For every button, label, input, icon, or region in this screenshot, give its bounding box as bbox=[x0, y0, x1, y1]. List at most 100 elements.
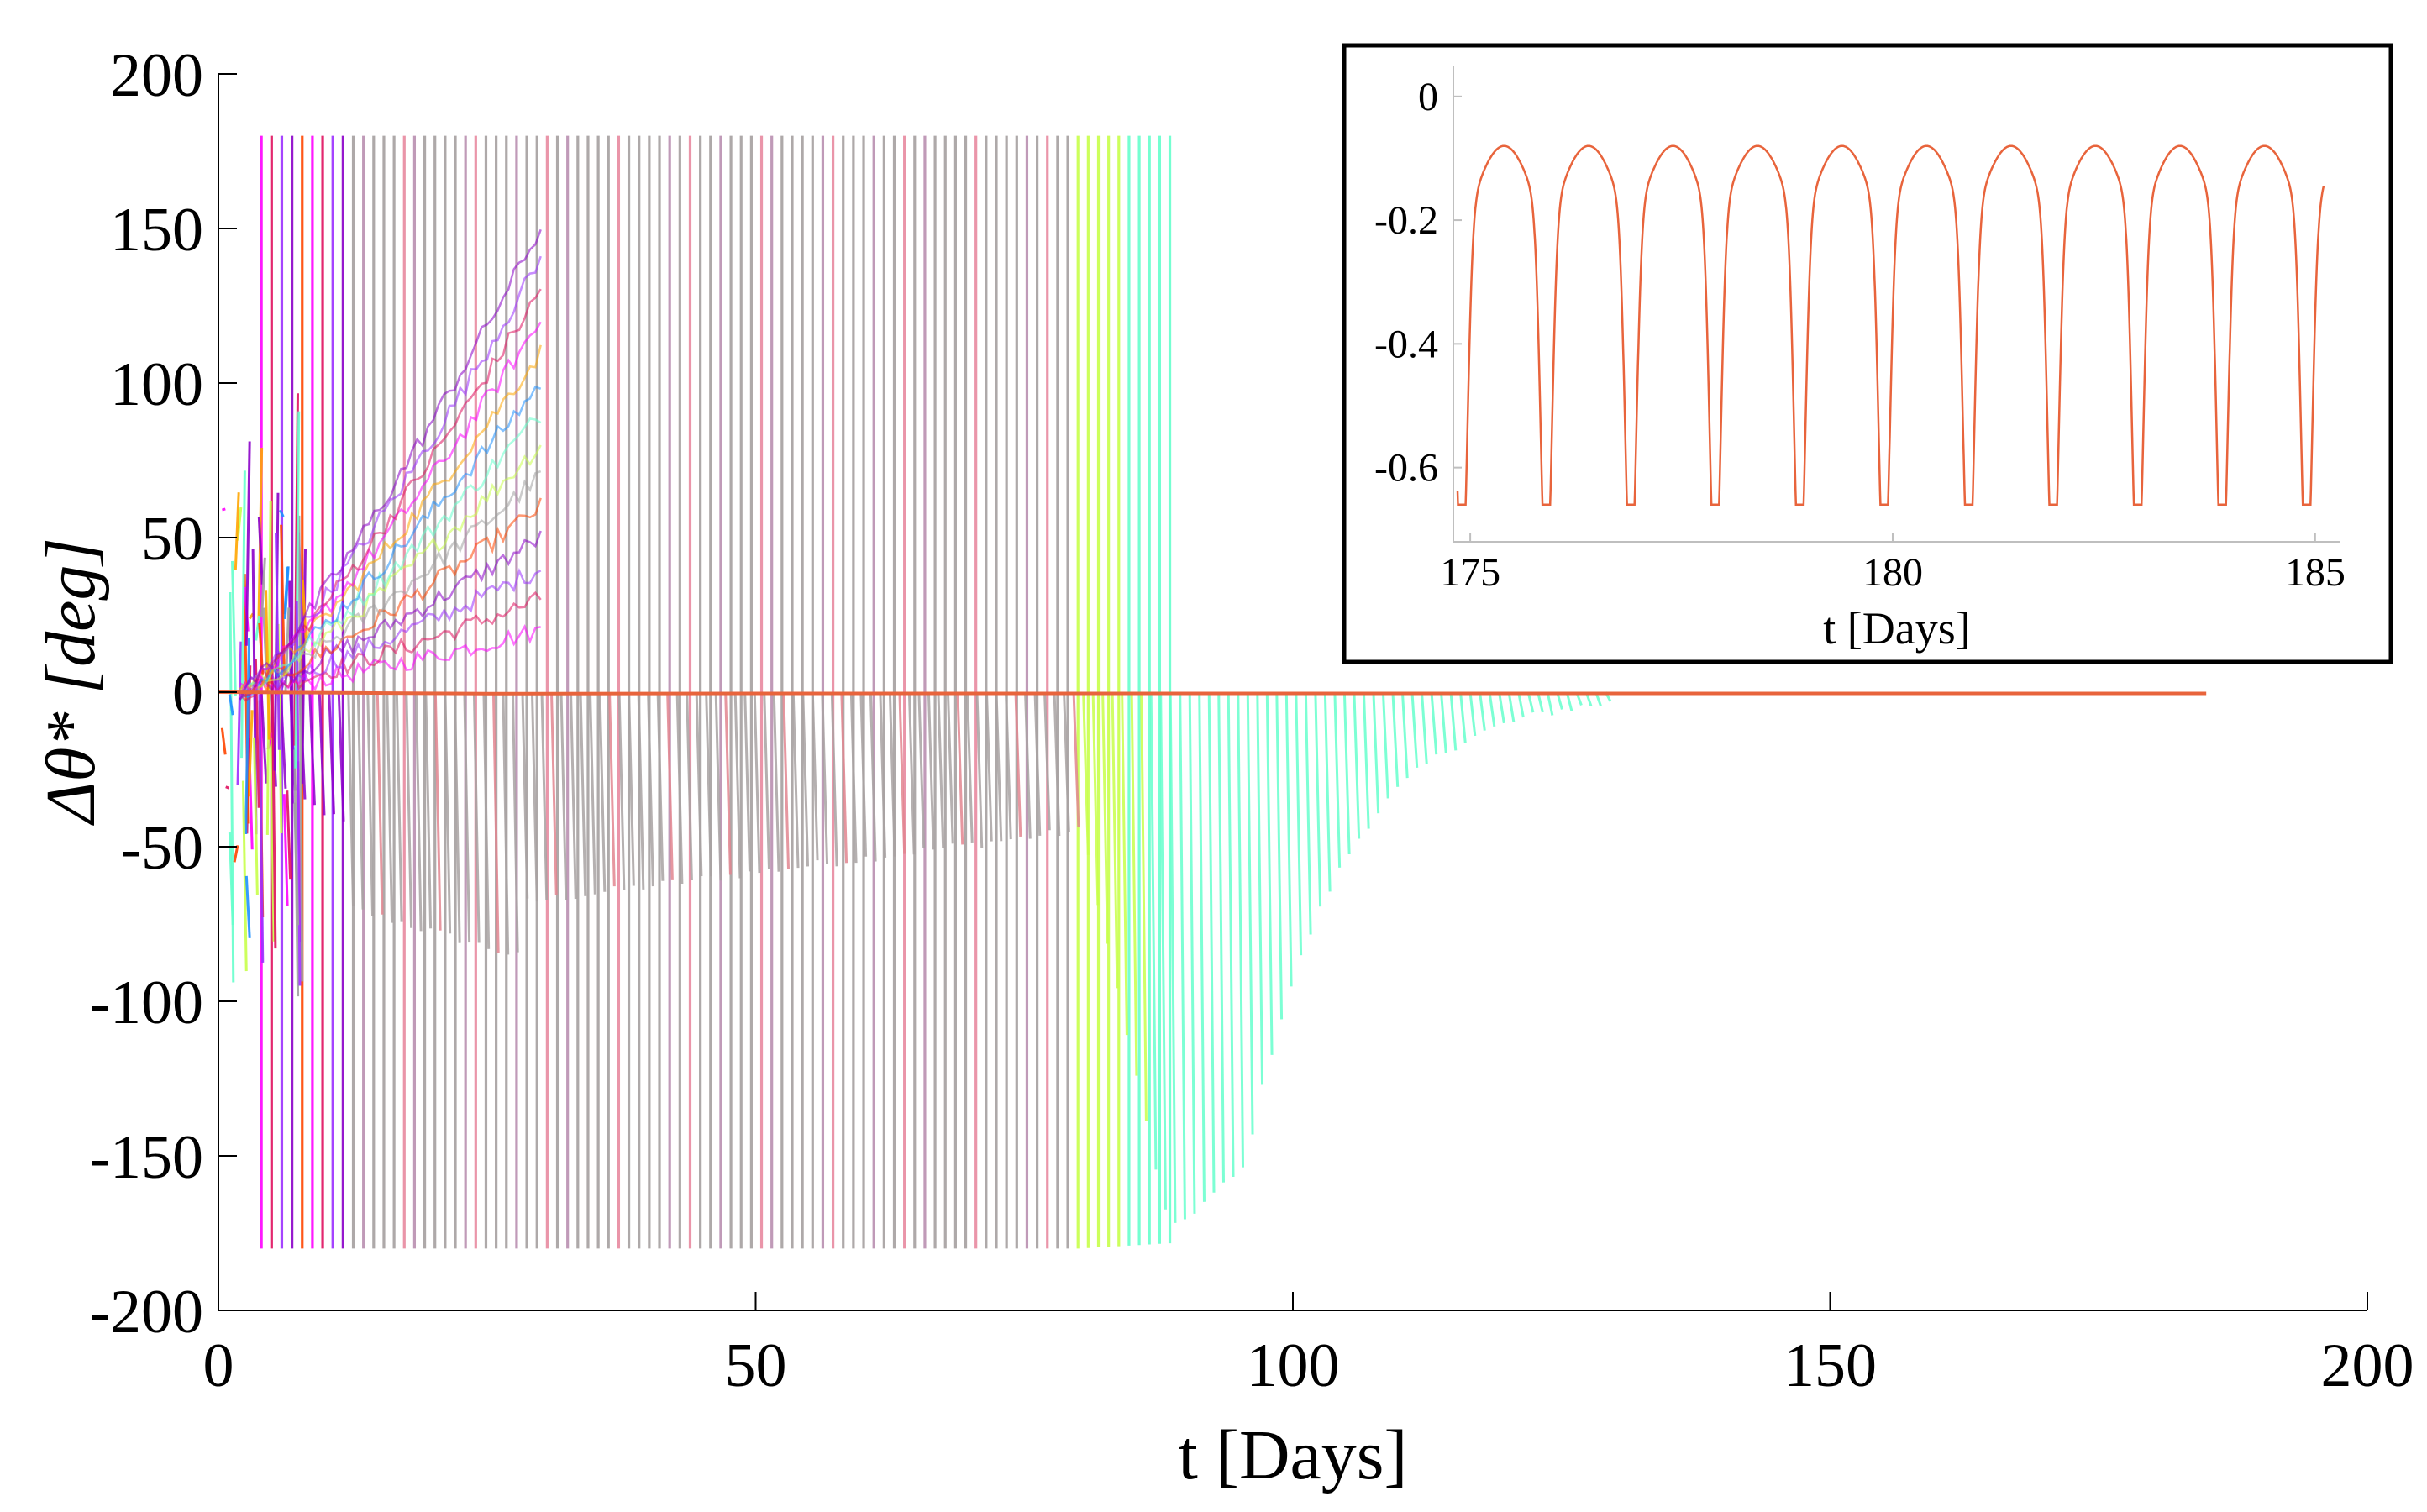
main-envelope-trace bbox=[791, 691, 800, 869]
main-envelope-trace bbox=[1546, 691, 1554, 716]
main-transient-trace bbox=[236, 507, 243, 541]
main-envelope-trace bbox=[395, 691, 403, 922]
inset-x-axis-label: t [Days] bbox=[1823, 603, 1970, 654]
main-envelope-trace bbox=[260, 691, 268, 784]
main-envelope-trace bbox=[1265, 691, 1274, 1055]
main-envelope-trace bbox=[1459, 691, 1467, 743]
main-envelope-trace bbox=[898, 691, 906, 854]
main-envelope-trace bbox=[1149, 691, 1158, 1170]
main-rising-trace bbox=[239, 623, 541, 696]
main-transient-trace bbox=[244, 638, 251, 835]
main-transient-trace bbox=[294, 411, 301, 769]
main-envelope-trace bbox=[1507, 691, 1516, 722]
main-envelope-trace bbox=[376, 691, 384, 915]
main-envelope-trace bbox=[1237, 691, 1245, 1168]
main-envelope-trace bbox=[559, 691, 568, 900]
main-envelope-trace bbox=[1121, 691, 1128, 1036]
main-envelope-trace bbox=[1488, 691, 1496, 727]
main-transient-trace bbox=[257, 517, 264, 585]
main-envelope-trace bbox=[386, 691, 394, 923]
main-envelope-trace bbox=[521, 691, 529, 899]
main-envelope-trace bbox=[637, 691, 645, 890]
main-envelope-trace bbox=[433, 691, 442, 931]
main-envelope-trace bbox=[801, 691, 810, 867]
main-transient-trace bbox=[244, 441, 251, 646]
main-envelope-trace bbox=[308, 691, 316, 806]
main-envelope-trace bbox=[453, 691, 461, 943]
main-envelope-trace bbox=[743, 691, 751, 872]
main-envelope-trace bbox=[965, 691, 974, 843]
main-envelope-trace bbox=[1362, 691, 1370, 829]
main-envelope-trace bbox=[1449, 691, 1458, 751]
main-envelope-trace bbox=[530, 691, 538, 902]
main-transient-trace bbox=[228, 694, 234, 716]
main-envelope-trace bbox=[1159, 691, 1167, 1210]
main-envelope-trace bbox=[1179, 691, 1186, 1220]
inset-y-tick-label: -0.6 bbox=[1374, 446, 1438, 491]
main-envelope-trace bbox=[1227, 691, 1235, 1177]
main-envelope-trace bbox=[1381, 691, 1389, 799]
main-rising-trace bbox=[239, 591, 542, 702]
main-envelope-trace bbox=[724, 691, 732, 875]
main-envelope-trace bbox=[985, 691, 993, 842]
main-envelope-trace bbox=[733, 691, 742, 879]
main-transient-trace bbox=[253, 737, 259, 895]
main-transient-trace bbox=[297, 515, 304, 982]
main-envelope-trace bbox=[511, 691, 519, 953]
main-envelope-trace bbox=[1275, 691, 1284, 1020]
main-settled-series bbox=[218, 690, 2207, 696]
main-x-tick-label: 100 bbox=[1247, 1331, 1340, 1400]
main-rising-trace bbox=[239, 385, 542, 698]
main-envelope-trace bbox=[608, 691, 616, 887]
main-y-tick-label: -50 bbox=[120, 814, 203, 883]
main-envelope-trace bbox=[917, 691, 926, 848]
main-envelope-trace bbox=[1440, 691, 1447, 753]
main-envelope-trace bbox=[1246, 691, 1254, 1135]
inset-frame bbox=[1342, 43, 2393, 664]
main-envelope-trace bbox=[869, 691, 877, 862]
main-envelope-trace bbox=[598, 691, 607, 892]
main-envelope-trace bbox=[647, 691, 654, 887]
main-envelope-trace bbox=[1295, 691, 1303, 956]
main-envelope-trace bbox=[1198, 691, 1206, 1202]
main-envelope-trace bbox=[1043, 691, 1051, 831]
main-envelope-trace bbox=[1333, 691, 1342, 868]
main-transient-trace bbox=[271, 669, 277, 949]
main-transient-trace bbox=[240, 470, 246, 759]
main-envelope-trace bbox=[1314, 691, 1322, 907]
main-envelope-trace bbox=[1140, 691, 1148, 1121]
main-envelope-trace bbox=[849, 691, 858, 864]
inset-y-tick-label: -0.4 bbox=[1374, 322, 1438, 366]
main-plot: 0 50 100 150 200200150100500-50-100-150-200 … bbox=[32, 41, 2414, 1494]
main-envelope-trace bbox=[1400, 691, 1409, 779]
main-envelope-trace bbox=[472, 691, 481, 943]
main-envelope-trace bbox=[686, 691, 693, 881]
inset-x-tick-label: 175 bbox=[1440, 550, 1500, 595]
main-envelope-trace bbox=[753, 691, 761, 874]
main-envelope-trace bbox=[1101, 691, 1109, 944]
main-envelope-trace bbox=[1111, 691, 1119, 989]
main-envelope-trace bbox=[1082, 691, 1090, 855]
main-envelope-trace bbox=[1130, 691, 1138, 1076]
main-envelope-trace bbox=[328, 691, 335, 815]
main-envelope-trace bbox=[617, 691, 626, 890]
main-envelope-trace bbox=[589, 691, 596, 895]
inset-y-tick-label: -0.2 bbox=[1374, 198, 1438, 243]
main-envelope-trace bbox=[279, 691, 287, 789]
main-envelope-trace bbox=[937, 691, 945, 848]
main-transient-trace bbox=[269, 732, 276, 942]
main-envelope-trace bbox=[1526, 691, 1535, 713]
main-y-tick-label: -200 bbox=[89, 1278, 203, 1347]
main-rising-trace bbox=[239, 255, 542, 696]
main-envelope-trace bbox=[763, 691, 770, 869]
main-envelope-trace bbox=[1565, 691, 1573, 711]
inset-plot: 175 180 185 0 -0.2 -0.4 -0.6 t [Days] bbox=[1342, 43, 2393, 664]
main-envelope-trace bbox=[666, 691, 674, 880]
main-envelope-trace bbox=[1063, 691, 1070, 832]
main-transient-trace bbox=[229, 592, 235, 983]
main-transient-trace bbox=[282, 794, 289, 906]
main-envelope-trace bbox=[695, 691, 703, 877]
main-envelope-trace bbox=[482, 691, 491, 949]
main-envelope-trace bbox=[570, 691, 577, 900]
